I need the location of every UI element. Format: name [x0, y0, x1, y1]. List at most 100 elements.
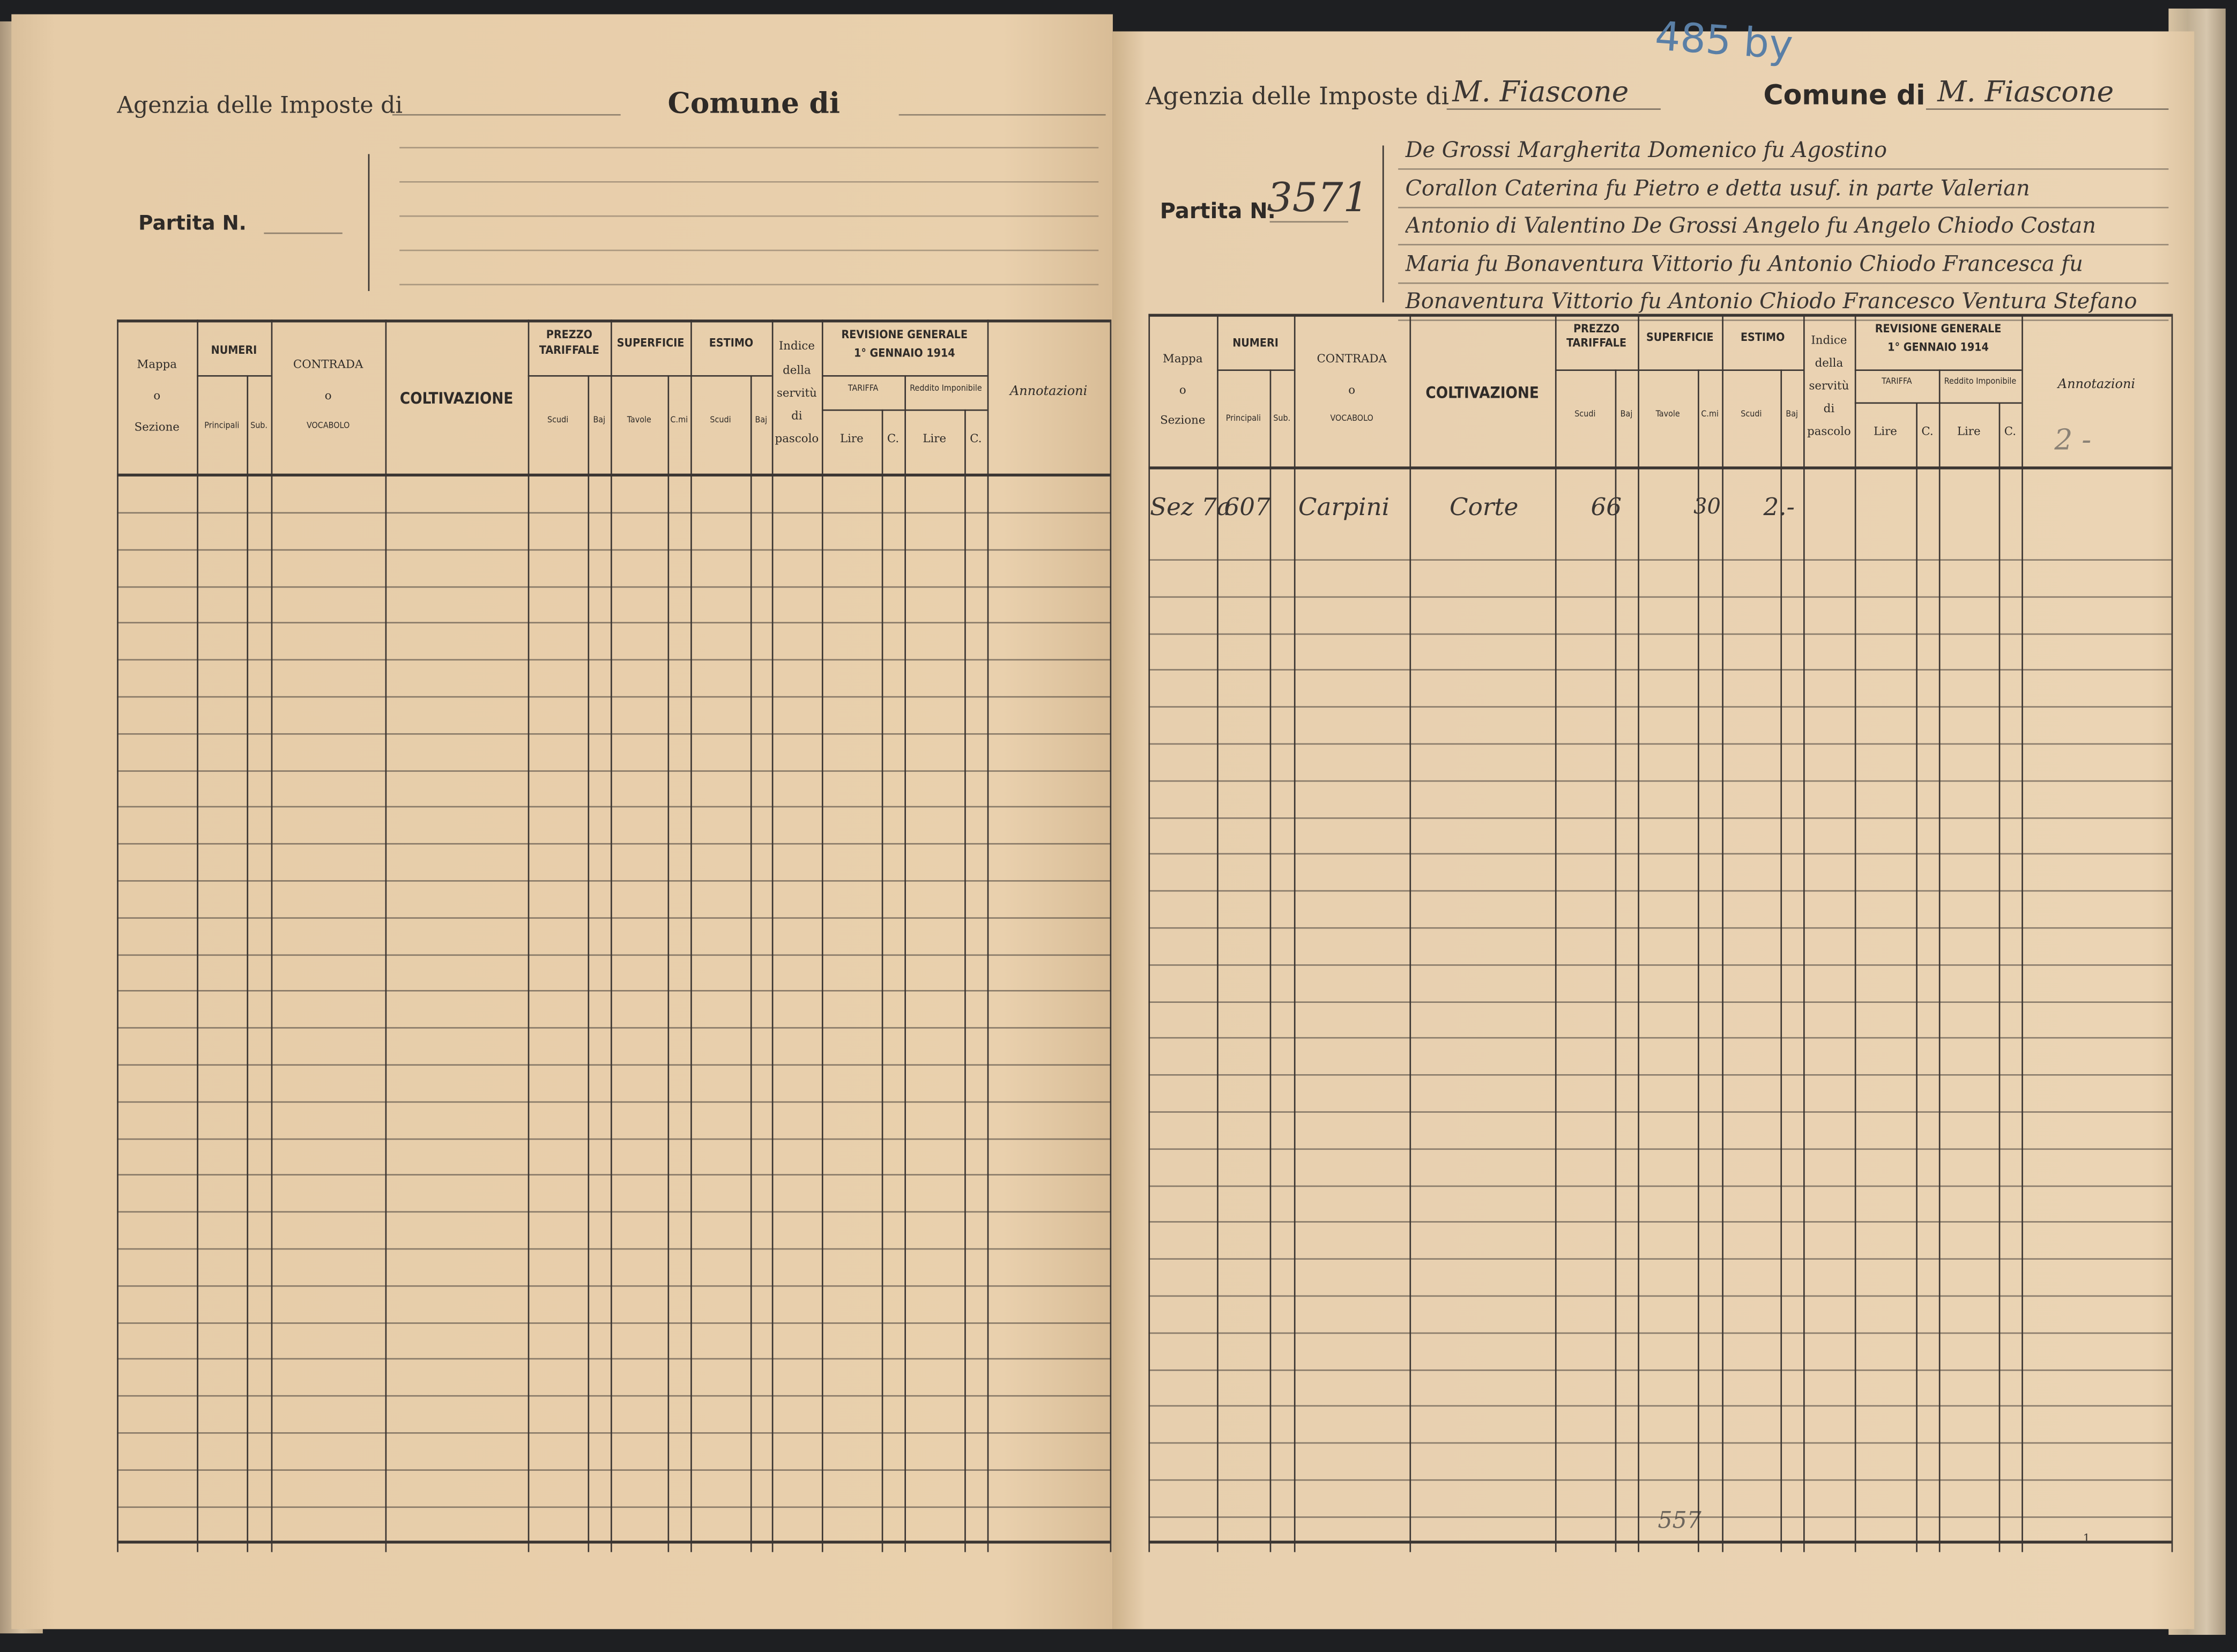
right-table-bottom — [1148, 1541, 2172, 1544]
owner-line: Corallon Caterina fu Pietro e detta usuf… — [1405, 175, 2030, 200]
right-header-indice: Indice — [1811, 334, 1847, 347]
left-column-rule — [611, 319, 612, 1552]
right-column-rule — [1269, 369, 1272, 1552]
left-row-rule — [117, 1395, 1110, 1397]
left-row-rule — [117, 1432, 1110, 1434]
right-table-top — [1148, 314, 2172, 317]
right-subheader-rule — [1722, 369, 1804, 370]
right-column-rule — [1555, 314, 1557, 1552]
left-header-estimo: ESTIMO — [709, 337, 754, 350]
left-row-rule — [117, 806, 1110, 808]
entry-prezzo-scudi: 66 — [1591, 493, 1622, 523]
partita-underline-left — [264, 232, 343, 234]
left-header-revisione: REVISIONE GENERALE — [841, 328, 968, 341]
left-header-principali: Principali — [204, 420, 240, 430]
entry-mappa: Sez 7a — [1150, 493, 1231, 523]
left-subheader-rule — [527, 375, 611, 377]
right-header-annotazioni: Annotazioni — [2057, 378, 2136, 393]
partita-underline-right — [1269, 221, 1349, 223]
right-row-rule — [1148, 1222, 2172, 1223]
owners-bracket-right — [1382, 145, 1384, 303]
left-header-bottom — [117, 473, 1110, 477]
left-header-coltivazione: COLTIVAZIONE — [399, 389, 514, 408]
right-header-contrada: CONTRADA — [1317, 352, 1387, 366]
left-row-rule — [117, 659, 1110, 661]
right-column-rule — [2022, 314, 2023, 1552]
left-header-sezione: Sezione — [134, 420, 180, 433]
left-header-reddito: Reddito Imponibile — [910, 383, 982, 393]
right-row-rule — [1148, 1148, 2172, 1150]
left-table-bottom — [117, 1541, 1110, 1544]
left-header-gennaio: 1° GENNAIO 1914 — [853, 346, 955, 360]
right-row-rule — [1148, 890, 2172, 892]
partita-label-left: Partita N. — [138, 212, 247, 236]
left-header-baj: Baj — [593, 415, 606, 426]
left-page — [11, 14, 1113, 1629]
right-column-rule — [1615, 369, 1617, 1552]
left-row-rule — [117, 843, 1110, 845]
left-row-rule — [117, 1506, 1110, 1508]
right-row-rule — [1148, 1479, 2172, 1481]
left-subheader-rule — [611, 375, 691, 377]
agenzia-value-right: M. Fiascone — [1452, 74, 1629, 109]
left-column-rule — [690, 319, 692, 1552]
left-column-rule — [117, 319, 118, 1552]
left-subheader-rule — [821, 375, 987, 377]
left-header-contrada: CONTRADA — [293, 359, 363, 372]
right-header-sub: Sub. — [1273, 413, 1291, 424]
left-row-rule — [117, 954, 1110, 956]
right-row-rule — [1148, 1258, 2172, 1260]
right-column-rule — [1938, 369, 1941, 1552]
right-row-rule — [1148, 669, 2172, 671]
right-header-servitu: servitù — [1809, 379, 1849, 393]
partita-label-right: Partita N. — [1160, 198, 1276, 224]
right-header-superficie: SUPERFICIE — [1646, 331, 1714, 344]
right-row-rule — [1148, 1074, 2172, 1076]
left-column-rule — [821, 319, 823, 1552]
left-header-o: o — [324, 389, 332, 403]
right-row-rule — [1148, 632, 2172, 635]
owner-underline — [1398, 319, 2169, 321]
owner-line: Antonio di Valentino De Grossi Angelo fu… — [1405, 212, 2096, 239]
agenzia-label-left: Agenzia delle Imposte di — [117, 91, 403, 118]
right-header-pascolo: pascolo — [1807, 426, 1851, 439]
owners-line — [399, 215, 1099, 217]
owner-line: De Grossi Margherita Domenico fu Agostin… — [1405, 137, 1887, 163]
left-row-rule — [117, 1248, 1110, 1250]
right-header-coltivazione: COLTIVAZIONE — [1425, 383, 1539, 402]
right-header-gennaio: 1° GENNAIO 1914 — [1887, 340, 1989, 353]
right-header-sezione: Sezione — [1160, 413, 1206, 427]
owner-underline — [1398, 244, 2169, 245]
left-row-rule — [117, 1174, 1110, 1177]
owners-line — [399, 181, 1099, 183]
left-row-rule — [117, 917, 1110, 919]
partita-number: 3571 — [1267, 174, 1369, 221]
right-column-rule — [2171, 314, 2173, 1552]
right-column-rule — [1698, 369, 1699, 1552]
left-header-baj: Baj — [755, 415, 768, 426]
comune-underline-right — [1926, 108, 2169, 110]
left-row-rule — [117, 991, 1110, 992]
entry-estimo-scudi: 2.- — [1763, 493, 1795, 523]
right-header-tariffale: TARIFFALE — [1566, 337, 1627, 351]
right-header-tariffa: TARIFFA — [1882, 377, 1912, 387]
left-header-scudi: Scudi — [547, 415, 569, 426]
right-column-rule — [1294, 314, 1296, 1552]
left-row-rule — [117, 549, 1110, 550]
left-header-indice: Indice — [778, 340, 815, 353]
right-header-cmi: C.mi — [1701, 408, 1719, 419]
left-header-tariffale: TARIFFALE — [539, 343, 599, 356]
left-header-mappa: Mappa — [137, 359, 177, 372]
right-header-c: C. — [2004, 426, 2017, 439]
left-subheader-rule — [197, 375, 271, 377]
left-column-rule — [527, 319, 530, 1552]
right-column-rule — [1148, 314, 1150, 1552]
left-row-rule — [117, 733, 1110, 735]
right-row-rule — [1148, 1442, 2172, 1444]
right-row-rule — [1148, 1185, 2172, 1187]
left-header-tavole: Tavole — [627, 415, 651, 426]
left-column-rule — [271, 319, 273, 1552]
left-header-lire: Lire — [923, 433, 947, 445]
left-row-rule — [117, 696, 1110, 698]
right-header-revisione: REVISIONE GENERALE — [1875, 322, 2002, 335]
